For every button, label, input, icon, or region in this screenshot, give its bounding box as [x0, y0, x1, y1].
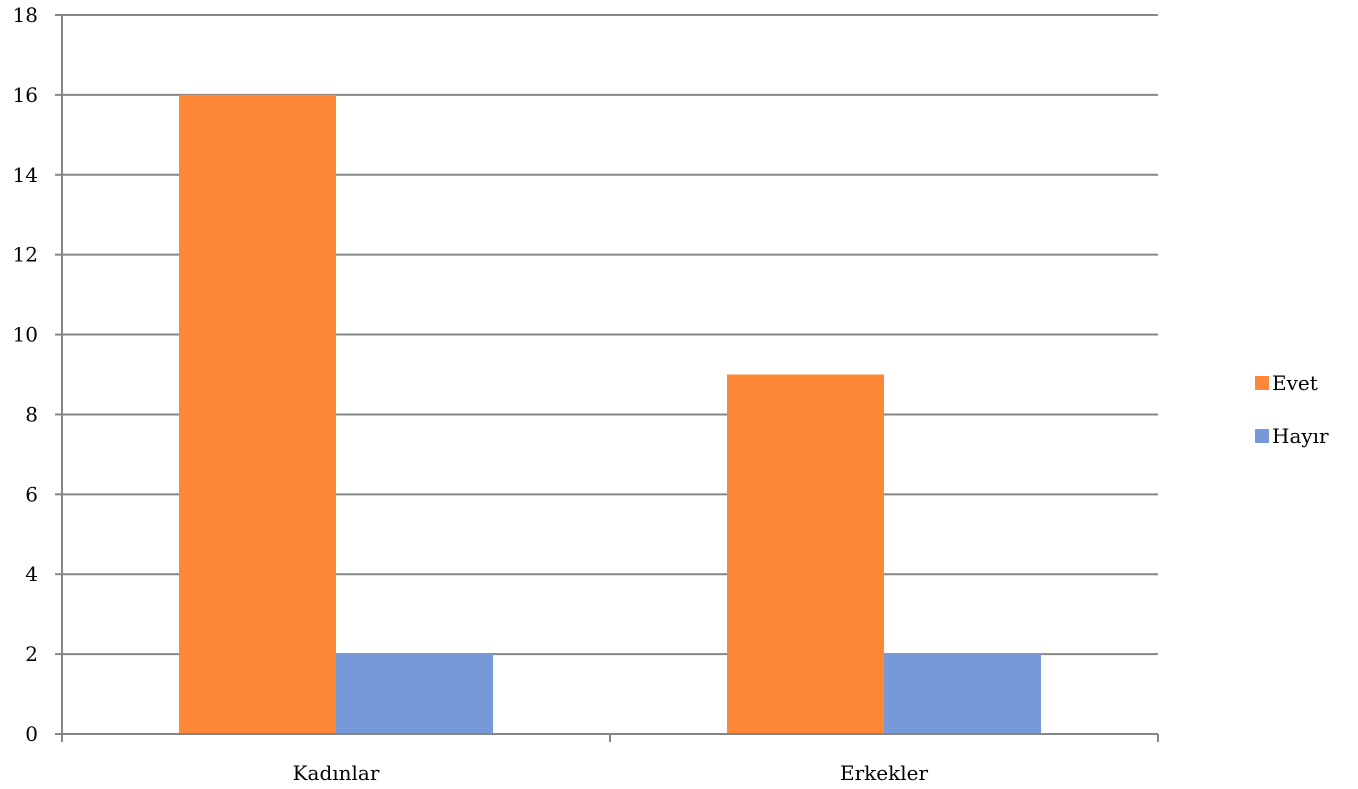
bar-hayır [336, 654, 493, 734]
y-tick-label: 10 [13, 323, 38, 347]
y-tick-label: 16 [13, 83, 38, 107]
y-tick-label: 14 [13, 163, 38, 187]
y-tick-label: 6 [25, 482, 38, 506]
y-tick-label: 2 [25, 642, 38, 666]
bar-evet [179, 94, 336, 734]
bar-evet [727, 374, 884, 734]
axes [55, 14, 1159, 742]
legend-label: Evet [1272, 371, 1318, 395]
y-tick-label: 4 [25, 562, 38, 586]
y-tick-label: 12 [13, 243, 38, 267]
y-tick-label: 8 [25, 402, 38, 426]
legend-swatch-evet [1255, 376, 1269, 390]
x-category-label: Erkekler [840, 761, 928, 785]
legend-swatch-hayır [1255, 429, 1269, 443]
legend: Evet Hayır [1255, 371, 1329, 448]
x-category-label: Kadınlar [293, 761, 380, 785]
bar-hayır [884, 654, 1041, 734]
y-tick-label: 0 [25, 722, 38, 746]
axis-labels: 0 2 4 6 8 10 12 14 16 18 Kadınlar Erkekler [13, 3, 929, 785]
legend-label: Hayır [1272, 424, 1329, 448]
bars [179, 94, 1041, 734]
y-tick-label: 18 [13, 3, 38, 27]
